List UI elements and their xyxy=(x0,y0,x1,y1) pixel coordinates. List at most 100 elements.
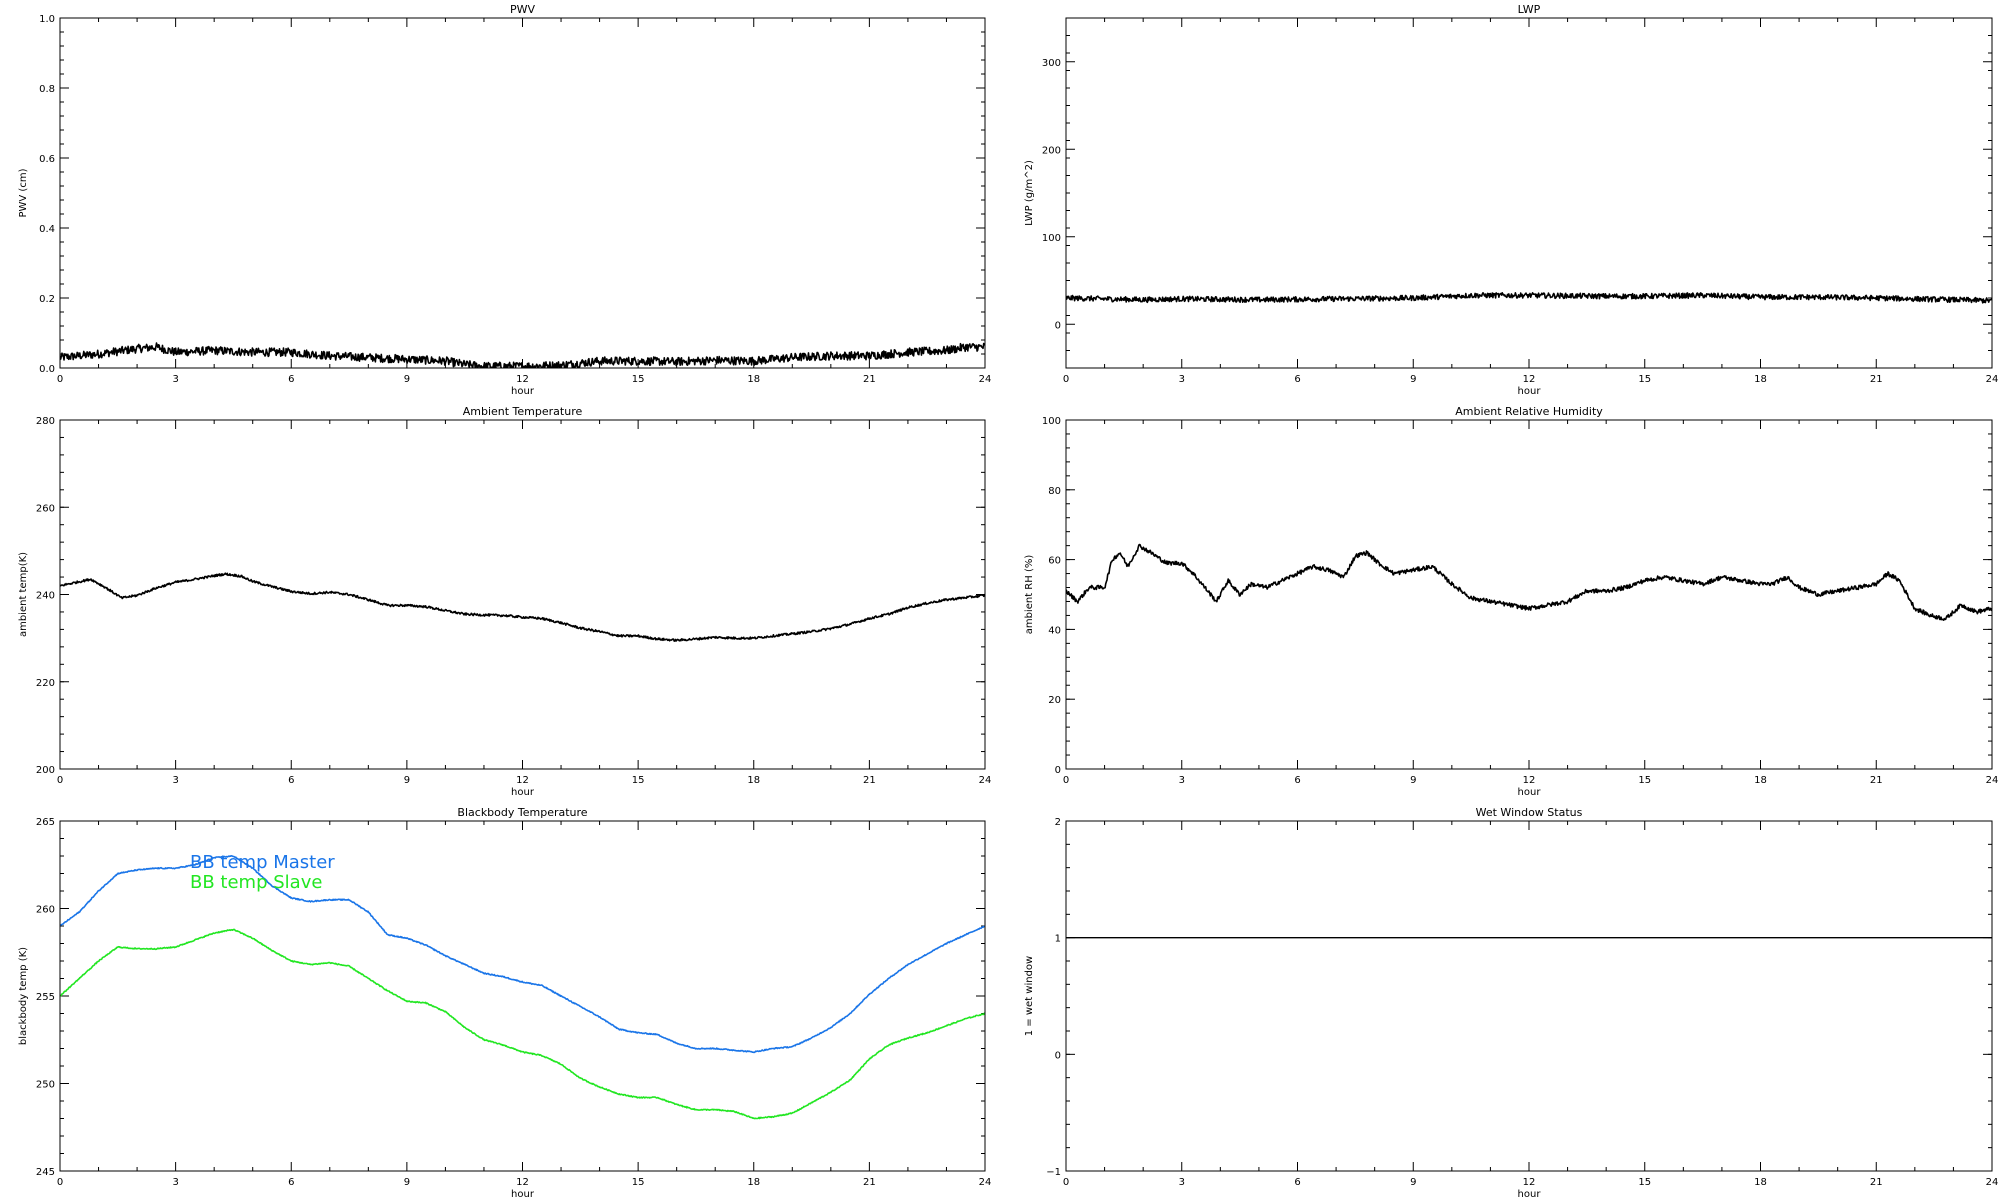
x-axis-label: hour xyxy=(1518,1189,1542,1200)
y-tick-label: −1 xyxy=(1046,1167,1061,1178)
x-tick-label: 24 xyxy=(979,374,992,385)
x-tick-label: 15 xyxy=(632,1177,645,1188)
x-tick-label: 18 xyxy=(1754,374,1767,385)
x-tick-label: 6 xyxy=(1294,374,1300,385)
x-tick-label: 0 xyxy=(1063,374,1069,385)
y-tick-label: 0 xyxy=(1055,320,1061,331)
x-tick-label: 3 xyxy=(1179,775,1185,786)
x-tick-label: 15 xyxy=(1638,1177,1651,1188)
chart-title: Blackbody Temperature xyxy=(457,806,587,819)
y-tick-label: 0 xyxy=(1055,1050,1061,1061)
x-tick-label: 18 xyxy=(1754,1177,1767,1188)
y-tick-label: 240 xyxy=(36,591,55,602)
x-tick-label: 3 xyxy=(172,374,178,385)
chart-title: Ambient Temperature xyxy=(463,405,583,418)
series-line-0 xyxy=(1066,292,1992,304)
legend-entry: BB temp Master xyxy=(190,852,335,873)
ambient-humidity-chart: Ambient Relative Humidity 0 3 6 9 12 15 18 21 24 0… xyxy=(1024,405,1998,798)
x-tick-label: 3 xyxy=(1179,374,1185,385)
y-axis-label: 1 = wet window xyxy=(1024,956,1035,1036)
series-line-0 xyxy=(60,855,985,1054)
y-tick-label: 265 xyxy=(36,817,55,828)
lwp-chart: LWP 0 3 6 9 12 15 18 21 24 0 100 200 300 hour LWP (g/m^… xyxy=(1024,3,1998,397)
x-tick-label: 9 xyxy=(404,374,410,385)
plot-frame xyxy=(59,820,986,1172)
x-tick-label: 21 xyxy=(1870,775,1883,786)
y-tick-label: 0.8 xyxy=(39,84,55,95)
x-tick-label: 3 xyxy=(1179,1177,1185,1188)
chart-title: Wet Window Status xyxy=(1476,806,1583,819)
x-tick-label: 18 xyxy=(747,374,760,385)
ambient-temperature-chart: Ambient Temperature 0 3 6 9 12 15 18 21 24 200 220 2… xyxy=(18,405,991,798)
x-tick-label: 24 xyxy=(1986,775,1999,786)
x-tick-label: 12 xyxy=(1523,775,1536,786)
x-tick-label: 21 xyxy=(1870,374,1883,385)
y-tick-label: 0 xyxy=(1055,765,1061,776)
y-axis-label: ambient temp(K) xyxy=(18,552,29,637)
legend-entry: BB temp Slave xyxy=(190,872,322,893)
pwv-chart: PWV 0 3 6 9 12 15 18 21 24 0.0 0.2 0.4 0.6 0.8 1.0 hour P… xyxy=(18,3,991,397)
y-axis-label: PWV (cm) xyxy=(18,168,29,217)
y-tick-label: 245 xyxy=(36,1167,55,1178)
x-tick-label: 6 xyxy=(288,374,294,385)
x-axis-label: hour xyxy=(1518,787,1542,798)
y-tick-label: 80 xyxy=(1048,486,1061,497)
x-tick-label: 18 xyxy=(1754,775,1767,786)
plot-frame xyxy=(59,419,986,770)
x-tick-label: 6 xyxy=(1294,775,1300,786)
y-tick-label: 220 xyxy=(36,678,55,689)
x-tick-label: 24 xyxy=(979,775,992,786)
x-axis-label: hour xyxy=(511,787,535,798)
y-tick-label: 260 xyxy=(36,503,55,514)
series-line-1 xyxy=(60,928,985,1120)
y-tick-label: 1 xyxy=(1055,934,1061,945)
x-tick-label: 6 xyxy=(288,1177,294,1188)
x-tick-label: 0 xyxy=(1063,1177,1069,1188)
plot-frame xyxy=(1065,17,1993,369)
y-tick-label: 300 xyxy=(1042,58,1061,69)
x-tick-label: 24 xyxy=(1986,374,1999,385)
x-tick-label: 12 xyxy=(516,775,529,786)
x-tick-label: 21 xyxy=(863,1177,876,1188)
x-tick-label: 9 xyxy=(1410,775,1416,786)
x-axis-label: hour xyxy=(511,1189,535,1200)
x-tick-label: 3 xyxy=(172,775,178,786)
x-tick-label: 15 xyxy=(632,775,645,786)
x-tick-label: 12 xyxy=(1523,1177,1536,1188)
plot-frame xyxy=(59,17,986,369)
chart-title: LWP xyxy=(1518,3,1541,16)
plot-frame xyxy=(1065,419,1993,770)
y-axis-label: blackbody temp (K) xyxy=(18,947,29,1045)
series-line-0 xyxy=(60,572,985,642)
y-tick-label: 250 xyxy=(36,1080,55,1091)
x-tick-label: 21 xyxy=(863,374,876,385)
x-tick-label: 0 xyxy=(57,1177,63,1188)
y-tick-label: 100 xyxy=(1042,233,1061,244)
y-tick-label: 2 xyxy=(1055,817,1061,828)
plot-frame xyxy=(1065,820,1993,1172)
x-tick-label: 12 xyxy=(516,1177,529,1188)
y-axis-label: LWP (g/m^2) xyxy=(1024,160,1035,226)
x-axis-label: hour xyxy=(511,386,535,397)
series-line-0 xyxy=(1066,543,1992,621)
x-tick-label: 18 xyxy=(747,775,760,786)
y-axis-label: ambient RH (%) xyxy=(1024,555,1035,635)
y-tick-label: 255 xyxy=(36,992,55,1003)
x-tick-label: 21 xyxy=(1870,1177,1883,1188)
chart-title: PWV xyxy=(510,3,536,16)
y-tick-label: 200 xyxy=(36,765,55,776)
y-tick-label: 0.2 xyxy=(39,294,55,305)
x-tick-label: 0 xyxy=(57,374,63,385)
blackbody-temperature-chart: Blackbody Temperature 0 3 6 9 12 15 18 21 24 245 25… xyxy=(18,806,991,1200)
y-tick-label: 20 xyxy=(1048,695,1061,706)
x-tick-label: 0 xyxy=(57,775,63,786)
y-tick-label: 280 xyxy=(36,416,55,427)
chart-title: Ambient Relative Humidity xyxy=(1455,405,1603,418)
x-tick-label: 12 xyxy=(516,374,529,385)
series-line-0 xyxy=(60,342,985,368)
x-tick-label: 15 xyxy=(1638,374,1651,385)
x-tick-label: 9 xyxy=(1410,374,1416,385)
x-tick-label: 12 xyxy=(1523,374,1536,385)
